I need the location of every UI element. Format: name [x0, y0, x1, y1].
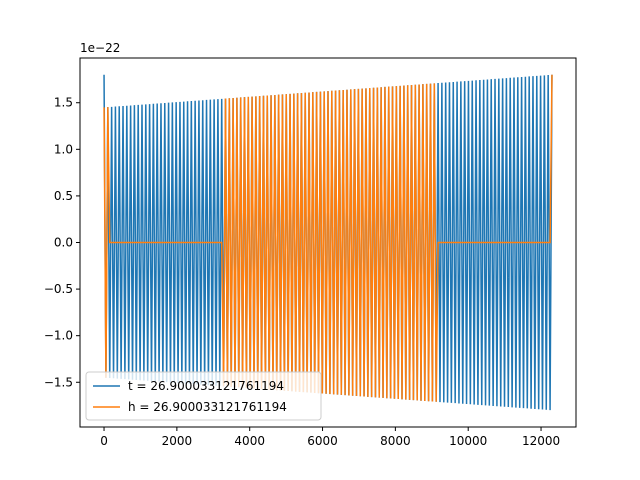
- x-tick-label: 2000: [162, 434, 193, 448]
- legend: t = 26.900033121761194 h = 26.9000331217…: [85, 371, 322, 421]
- legend-label-t: t = 26.900033121761194: [128, 379, 284, 393]
- y-offset-text: 1e−22: [80, 41, 120, 55]
- plot-area: [103, 74, 553, 411]
- x-tick-label: 0: [100, 434, 108, 448]
- y-tick-label: 0.5: [54, 189, 73, 203]
- series-line-h: [103, 74, 553, 402]
- x-axis: 0 2000 4000 6000 8000 10000 12000: [100, 427, 560, 448]
- x-tick-label: 4000: [234, 434, 265, 448]
- legend-box: [85, 371, 322, 421]
- x-tick-label: 10000: [449, 434, 487, 448]
- x-tick-label: 12000: [522, 434, 560, 448]
- y-tick-label: −0.5: [44, 282, 73, 296]
- y-tick-label: 1.0: [54, 142, 73, 156]
- x-tick-label: 8000: [380, 434, 411, 448]
- y-tick-label: −1.0: [44, 329, 73, 343]
- y-tick-label: −1.5: [44, 375, 73, 389]
- x-tick-label: 6000: [307, 434, 338, 448]
- legend-label-h: h = 26.900033121761194: [128, 400, 287, 414]
- y-tick-label: 0.0: [54, 236, 73, 250]
- y-tick-label: 1.5: [54, 96, 73, 110]
- y-axis: −1.5 −1.0 −0.5 0.0 0.5 1.0 1.5: [44, 96, 80, 389]
